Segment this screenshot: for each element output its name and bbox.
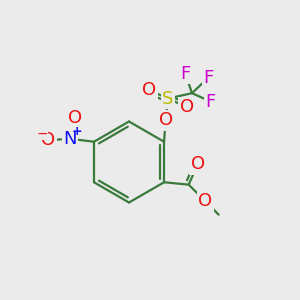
Text: O: O xyxy=(198,192,212,210)
Text: O: O xyxy=(41,131,56,149)
Text: O: O xyxy=(190,155,205,173)
Text: O: O xyxy=(158,111,172,129)
Text: O: O xyxy=(179,98,194,116)
Text: O: O xyxy=(142,81,156,99)
Text: S: S xyxy=(162,90,174,108)
Text: O: O xyxy=(68,109,83,127)
Text: F: F xyxy=(203,69,214,86)
Text: +: + xyxy=(71,125,82,138)
Text: N: N xyxy=(63,130,77,148)
Text: −: − xyxy=(37,126,48,140)
Text: F: F xyxy=(180,65,190,83)
Text: F: F xyxy=(206,93,216,111)
